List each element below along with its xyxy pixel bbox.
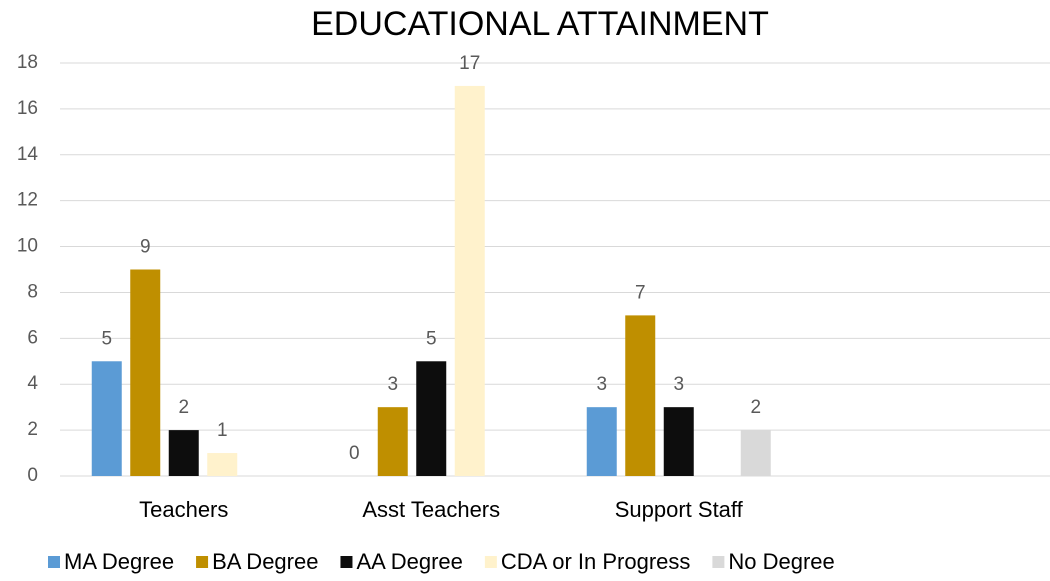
y-tick-label: 4	[27, 373, 38, 394]
y-tick-label: 6	[27, 327, 38, 348]
y-tick-label: 10	[17, 236, 38, 257]
legend-swatch	[484, 556, 497, 568]
y-tick-label: 16	[17, 98, 38, 119]
legend-swatch	[48, 556, 60, 568]
bar	[454, 85, 485, 476]
x-tick-label: Teachers	[139, 497, 228, 522]
bar	[168, 430, 199, 476]
legend-label: MA Degree	[64, 549, 174, 574]
data-label: 3	[673, 374, 684, 395]
bar	[416, 361, 447, 476]
data-label: 2	[178, 397, 189, 418]
x-tick-label: Support Staff	[615, 497, 744, 522]
bar	[377, 407, 408, 476]
data-label: 9	[140, 237, 151, 258]
legend-label: CDA or In Progress	[501, 549, 691, 574]
y-tick-label: 14	[17, 144, 39, 165]
y-tick-label: 8	[27, 281, 38, 302]
bar	[586, 407, 617, 476]
bar	[625, 315, 656, 476]
legend-label: No Degree	[728, 549, 834, 574]
y-tick-label: 2	[27, 419, 38, 440]
chart-title: EDUCATIONAL ATTAINMENT	[311, 5, 769, 43]
bar	[91, 361, 122, 476]
data-label: 5	[426, 328, 437, 349]
data-label: 17	[459, 53, 480, 74]
data-label: 7	[635, 282, 646, 303]
data-label: 0	[349, 443, 360, 464]
legend-label: BA Degree	[212, 549, 318, 574]
legend-swatch	[196, 556, 209, 568]
legend-label: AA Degree	[356, 549, 462, 574]
data-label: 3	[387, 374, 398, 395]
data-label: 1	[217, 420, 228, 441]
y-tick-label: 18	[17, 52, 38, 73]
x-tick-label: Asst Teachers	[362, 497, 500, 522]
bar	[740, 430, 771, 476]
bar	[207, 453, 238, 476]
legend-swatch	[340, 556, 353, 568]
bar	[663, 407, 694, 476]
bar	[130, 269, 161, 476]
data-label: 2	[750, 397, 761, 418]
y-tick-label: 12	[17, 190, 38, 211]
legend-swatch	[712, 556, 725, 568]
data-label: 3	[596, 374, 607, 395]
y-tick-label: 0	[27, 465, 38, 486]
data-label: 5	[101, 328, 112, 349]
